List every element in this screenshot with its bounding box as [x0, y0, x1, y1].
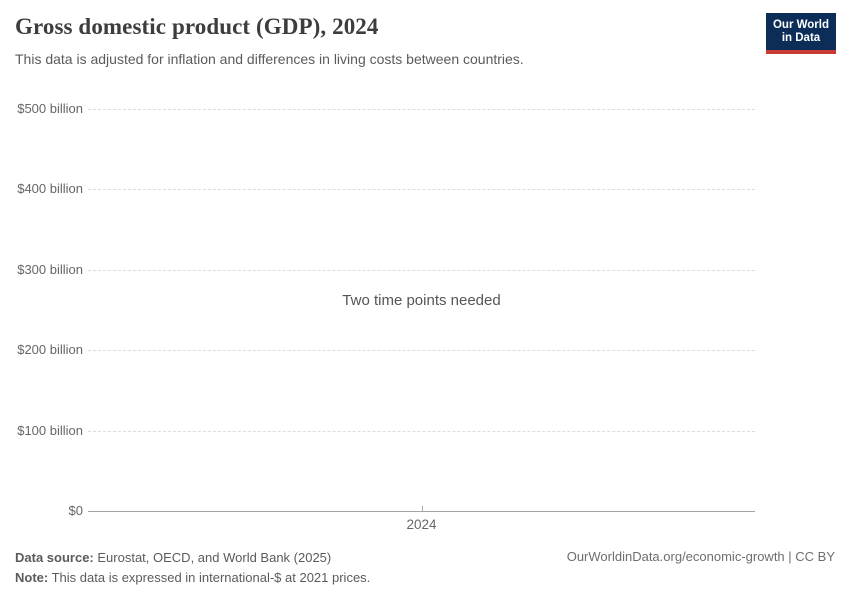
x-axis-tick-label: 2024 — [406, 517, 437, 532]
y-axis-tick-label: $0 — [68, 503, 83, 518]
chart-title: Gross domestic product (GDP), 2024 — [15, 14, 379, 39]
data-source-label: Data source: — [15, 550, 94, 565]
data-source-line: Data source: Eurostat, OECD, and World B… — [15, 548, 370, 568]
owid-url-license-link[interactable]: OurWorldinData.org/economic-growth | CC … — [566, 549, 835, 564]
y-gridline — [88, 350, 755, 352]
owid-logo[interactable]: Our World in Data — [766, 13, 836, 54]
x-axis-tick — [421, 506, 423, 511]
chart-footnotes: Data source: Eurostat, OECD, and World B… — [15, 548, 370, 588]
chart-subtitle: This data is adjusted for inflation and … — [15, 51, 524, 67]
y-gridline — [88, 269, 755, 271]
y-axis-tick-label: $200 billion — [17, 342, 83, 358]
empty-state-message: Two time points needed — [342, 292, 501, 309]
y-gridline — [88, 109, 755, 110]
y-axis-tick-label: $100 billion — [17, 422, 83, 438]
plot-area: Two time points needed $0 $100 billion $20… — [17, 101, 755, 532]
y-axis-tick-label: $500 billion — [17, 101, 83, 116]
note-line: Note: This data is expressed in internat… — [15, 568, 370, 588]
note-label: Note: — [15, 570, 49, 585]
x-axis-line — [88, 511, 755, 512]
y-axis-tick-label: $300 billion — [17, 261, 83, 277]
owid-logo-line1: Our World — [772, 19, 829, 31]
note-value: This data is expressed in international-… — [51, 570, 371, 585]
y-axis-tick-label: $400 billion — [17, 181, 83, 197]
data-source-value: Eurostat, OECD, and World Bank (2025) — [97, 550, 332, 565]
y-gridline — [88, 189, 755, 191]
owid-logo-line2: in Data — [781, 32, 821, 44]
y-gridline — [88, 430, 755, 432]
